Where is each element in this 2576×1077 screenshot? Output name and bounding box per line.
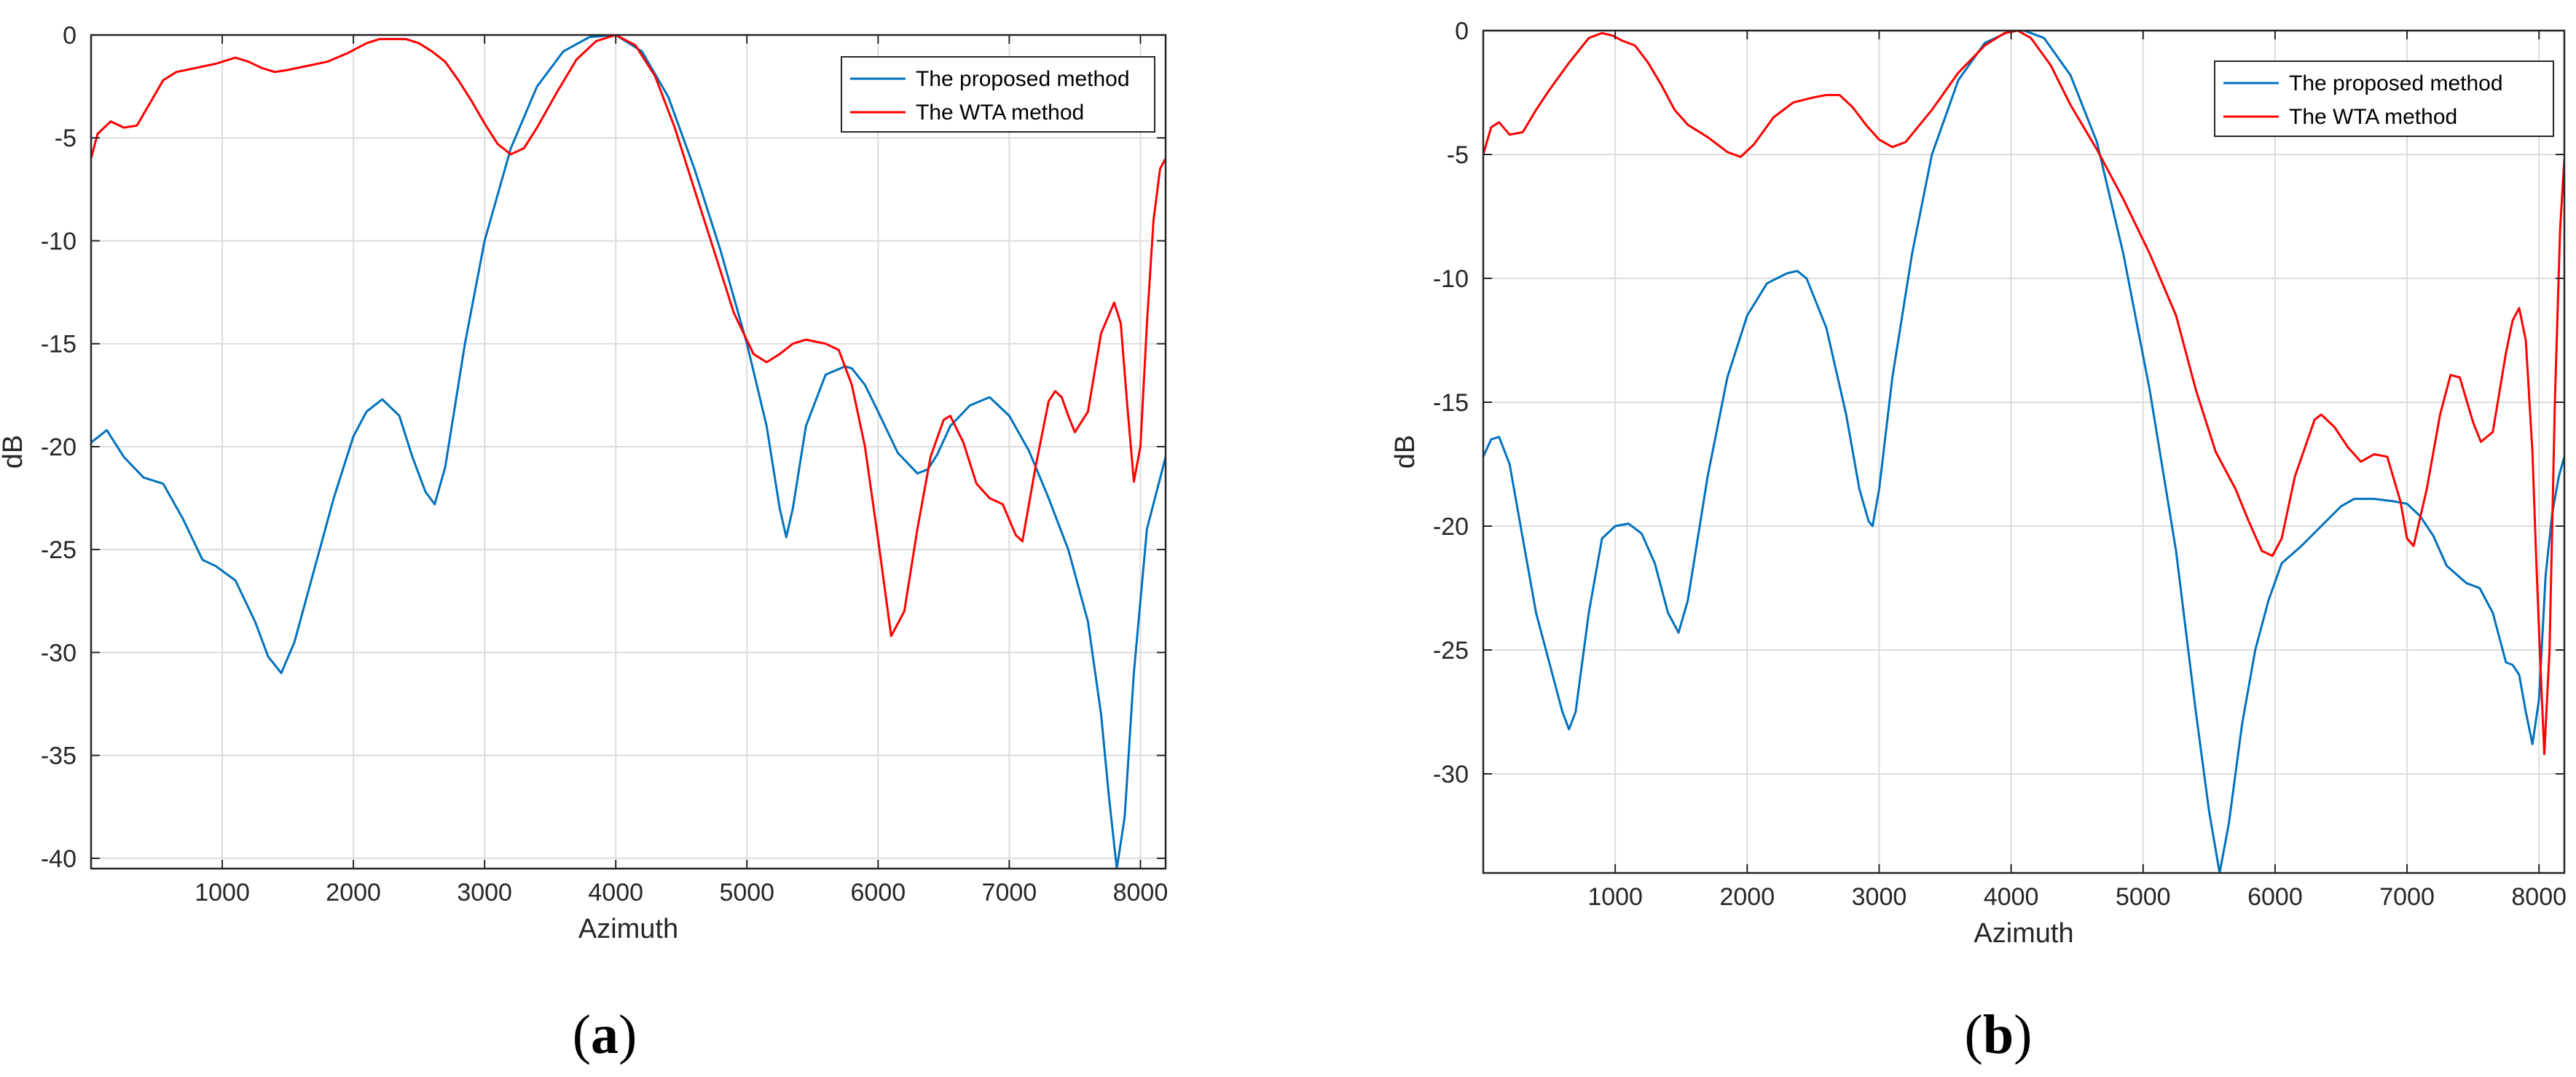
y-tick-label: -30 — [41, 639, 76, 667]
y-tick-label: -10 — [41, 227, 76, 255]
panel-a: 1000 2000 3000 4000 5000 6000 7000 8000 0 -5 -10 -1… — [0, 22, 1168, 1065]
x-tick-label: 6000 — [851, 879, 906, 906]
y-tick-label: -15 — [41, 331, 76, 359]
y-tick-label: 0 — [63, 22, 76, 50]
legend: The proposed method The WTA method — [841, 56, 1155, 133]
x-tick-label: 5000 — [719, 879, 774, 906]
x-tick-label: 4000 — [588, 879, 643, 906]
y-tick-label: 0 — [1455, 17, 1469, 45]
series-line-wta — [1483, 31, 2564, 756]
y-axis-label: dB — [0, 435, 28, 469]
x-tick-label: 2000 — [1719, 883, 1775, 911]
legend: The proposed method The WTA method — [2214, 60, 2554, 137]
series-line-wta — [91, 35, 1166, 638]
y-tick-label: -25 — [41, 536, 76, 564]
x-axis-label: Azimuth — [1974, 918, 2073, 949]
legend-box — [841, 56, 1155, 133]
grid — [91, 34, 1166, 869]
y-tick-label: -10 — [1433, 265, 1469, 293]
plot-frame — [90, 34, 1167, 870]
x-tick-label: 1000 — [195, 879, 250, 906]
legend-box — [2214, 60, 2554, 137]
y-tick-label: -40 — [41, 845, 76, 873]
x-tick-label: 2000 — [326, 879, 381, 906]
series-line-proposed — [1483, 31, 2564, 873]
grid — [1483, 30, 2564, 873]
y-tick-label: -30 — [1433, 761, 1469, 788]
y-tick-label: -20 — [41, 434, 76, 461]
y-tick-label: -15 — [1433, 389, 1469, 417]
x-tick-label: 8000 — [2511, 883, 2567, 911]
series-line-proposed — [91, 35, 1166, 869]
y-tick-label: -20 — [1433, 513, 1469, 541]
y-tick-label: -5 — [55, 125, 76, 152]
x-tick-label: 6000 — [2247, 883, 2303, 911]
legend-label: The proposed method — [916, 67, 1130, 91]
x-tick-label: 3000 — [457, 879, 512, 906]
legend-label: The WTA method — [916, 101, 1084, 125]
x-tick-label: 7000 — [2379, 883, 2435, 911]
x-tick-label: 7000 — [982, 879, 1037, 906]
panel-b: 1000 2000 3000 4000 5000 6000 7000 8000 0 -5 -10 -1… — [1390, 17, 2567, 1065]
x-tick-label: 8000 — [1113, 879, 1169, 906]
panel-caption: (b) — [1965, 1004, 2033, 1065]
x-axis-label: Azimuth — [578, 914, 678, 944]
series-group — [1483, 31, 2564, 873]
y-tick-label: -5 — [1447, 141, 1469, 169]
plot-frame — [1482, 29, 2566, 874]
legend-label: The WTA method — [2289, 105, 2457, 129]
panel-caption: (a) — [573, 1004, 637, 1065]
y-axis-label: dB — [1390, 435, 1421, 469]
legend-label: The proposed method — [2289, 71, 2503, 95]
y-tick-label: -35 — [41, 743, 76, 770]
series-group — [91, 35, 1166, 869]
y-tick-label: -25 — [1433, 637, 1469, 665]
x-tick-label: 1000 — [1587, 883, 1643, 911]
x-tick-label: 4000 — [1984, 883, 2039, 911]
x-tick-label: 5000 — [2116, 883, 2171, 911]
x-tick-label: 3000 — [1852, 883, 1907, 911]
